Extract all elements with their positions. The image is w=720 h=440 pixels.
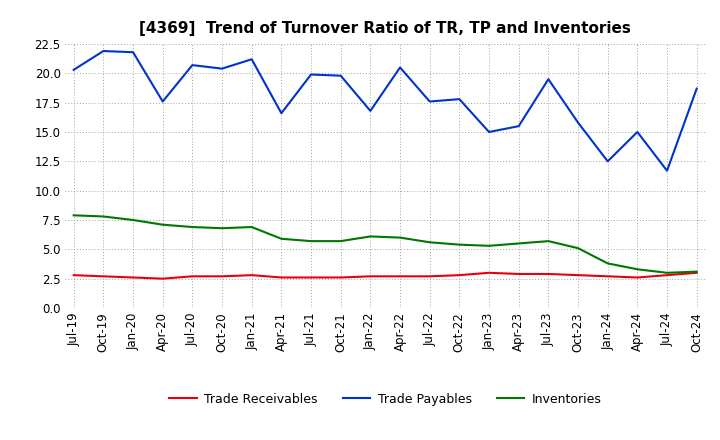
Trade Receivables [603, 274, 612, 279]
Inventories [69, 213, 78, 218]
Trade Receivables [574, 272, 582, 278]
Trade Payables [99, 48, 108, 54]
Trade Receivables [693, 270, 701, 275]
Trade Receivables [514, 271, 523, 277]
Trade Payables [248, 57, 256, 62]
Inventories [188, 224, 197, 230]
Trade Payables [277, 110, 286, 116]
Trade Receivables [277, 275, 286, 280]
Inventories [426, 240, 434, 245]
Inventories [633, 267, 642, 272]
Trade Payables [693, 86, 701, 91]
Inventories [307, 238, 315, 244]
Inventories [603, 261, 612, 266]
Trade Payables [603, 159, 612, 164]
Trade Payables [217, 66, 226, 71]
Inventories [217, 226, 226, 231]
Legend: Trade Receivables, Trade Payables, Inventories: Trade Receivables, Trade Payables, Inven… [164, 388, 606, 411]
Inventories [248, 224, 256, 230]
Inventories [396, 235, 405, 240]
Trade Payables [129, 50, 138, 55]
Trade Receivables [544, 271, 553, 277]
Trade Payables [574, 120, 582, 125]
Trade Payables [633, 129, 642, 135]
Trade Payables [69, 67, 78, 73]
Inventories [544, 238, 553, 244]
Line: Trade Payables: Trade Payables [73, 51, 697, 171]
Trade Receivables [426, 274, 434, 279]
Inventories [277, 236, 286, 242]
Trade Payables [514, 124, 523, 129]
Trade Payables [158, 99, 167, 104]
Trade Receivables [662, 272, 671, 278]
Trade Receivables [69, 272, 78, 278]
Trade Receivables [99, 274, 108, 279]
Inventories [693, 269, 701, 274]
Trade Receivables [188, 274, 197, 279]
Trade Payables [336, 73, 345, 78]
Trade Payables [307, 72, 315, 77]
Trade Receivables [366, 274, 374, 279]
Inventories [336, 238, 345, 244]
Trade Payables [396, 65, 405, 70]
Trade Receivables [396, 274, 405, 279]
Inventories [574, 246, 582, 251]
Trade Receivables [485, 270, 493, 275]
Trade Receivables [217, 274, 226, 279]
Inventories [662, 270, 671, 275]
Trade Receivables [336, 275, 345, 280]
Inventories [455, 242, 464, 247]
Inventories [485, 243, 493, 249]
Trade Payables [544, 77, 553, 82]
Trade Receivables [248, 272, 256, 278]
Inventories [366, 234, 374, 239]
Trade Payables [662, 168, 671, 173]
Trade Payables [426, 99, 434, 104]
Trade Receivables [129, 275, 138, 280]
Trade Payables [366, 108, 374, 114]
Trade Receivables [455, 272, 464, 278]
Line: Inventories: Inventories [73, 215, 697, 273]
Line: Trade Receivables: Trade Receivables [73, 273, 697, 279]
Inventories [129, 217, 138, 223]
Inventories [514, 241, 523, 246]
Title: [4369]  Trend of Turnover Ratio of TR, TP and Inventories: [4369] Trend of Turnover Ratio of TR, TP… [139, 21, 631, 36]
Trade Receivables [633, 275, 642, 280]
Trade Payables [485, 129, 493, 135]
Trade Payables [455, 96, 464, 102]
Inventories [99, 214, 108, 219]
Trade Payables [188, 62, 197, 68]
Trade Receivables [158, 276, 167, 281]
Inventories [158, 222, 167, 227]
Trade Receivables [307, 275, 315, 280]
